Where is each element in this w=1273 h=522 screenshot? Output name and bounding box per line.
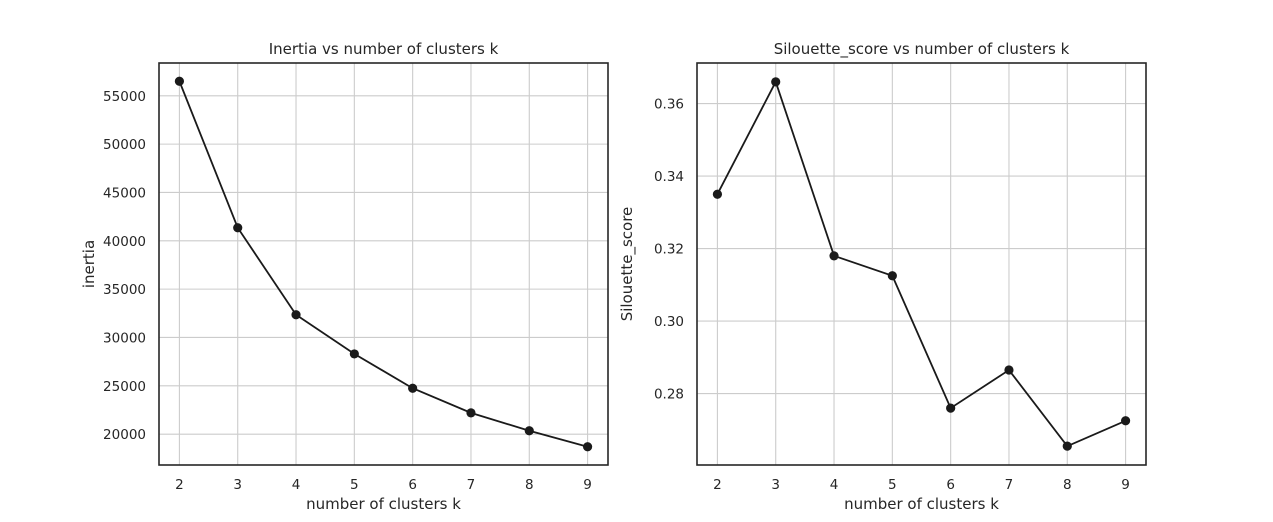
x-tick-label: 6 [408,477,417,493]
chart-title: Silouette_score vs number of clusters k [774,40,1070,59]
plot-area [697,63,1146,465]
x-tick-label: 8 [525,477,534,493]
x-tick-label: 5 [888,477,897,493]
y-tick-label: 0.34 [654,169,684,185]
data-point [582,442,593,452]
x-axis-label: number of clusters k [844,495,999,513]
x-tick-label: 7 [467,477,476,493]
data-point [349,349,359,359]
x-tick-label: 4 [830,477,839,493]
y-tick-label: 0.30 [654,314,684,330]
data-point [466,408,476,418]
series-line [178,80,588,448]
y-tick-label: 20000 [103,427,146,443]
plot-area [159,63,608,465]
x-tick-label: 2 [175,477,184,493]
axes-frame [696,62,1147,466]
y-tick-label: 50000 [103,137,146,153]
x-tick-label: 5 [350,477,359,493]
data-point [829,251,839,261]
y-tick-label: 25000 [103,379,146,395]
data-point [1004,365,1014,375]
y-tick-label: 35000 [103,282,146,298]
data-point [712,189,723,199]
x-tick-label: 7 [1005,477,1014,493]
y-tick-label: 0.36 [654,97,684,113]
y-tick-label: 0.28 [654,387,684,403]
data-point [233,223,243,233]
axes-frame [158,62,609,466]
x-tick-label: 2 [713,477,722,493]
data-point [174,76,185,86]
data-point [524,426,534,436]
silhouette-chart: 2 3 4 5 6 7 8 9 0.28 0.30 0.32 0.34 0.36 Silouette_sc… [618,40,1147,513]
data-point [887,271,897,281]
x-tick-label: 9 [1121,477,1130,493]
data-point [1120,416,1131,426]
x-tick-label: 4 [292,477,301,493]
y-tick-label: 55000 [103,89,146,105]
y-axis-label: Silouette_score [618,207,637,322]
y-tick-label: 40000 [103,234,146,250]
data-point [771,77,781,87]
x-tick-label: 8 [1063,477,1072,493]
y-tick-label: 30000 [103,330,146,346]
data-point [1062,441,1072,451]
y-tick-label: 45000 [103,185,146,201]
series-line [716,79,1126,448]
data-point [291,310,301,320]
y-axis-label: inertia [80,240,98,288]
x-tick-label: 3 [771,477,780,493]
inertia-chart: 2 3 4 5 6 7 8 9 20000 25000 30000 35000 40000 45000 50… [80,40,609,513]
y-tick-label: 0.32 [654,242,684,258]
x-tick-label: 3 [233,477,242,493]
x-tick-label: 9 [583,477,592,493]
data-point [408,383,418,393]
x-axis-label: number of clusters k [306,495,461,513]
x-tick-label: 6 [946,477,955,493]
chart-title: Inertia vs number of clusters k [269,40,499,58]
data-point [946,403,956,413]
